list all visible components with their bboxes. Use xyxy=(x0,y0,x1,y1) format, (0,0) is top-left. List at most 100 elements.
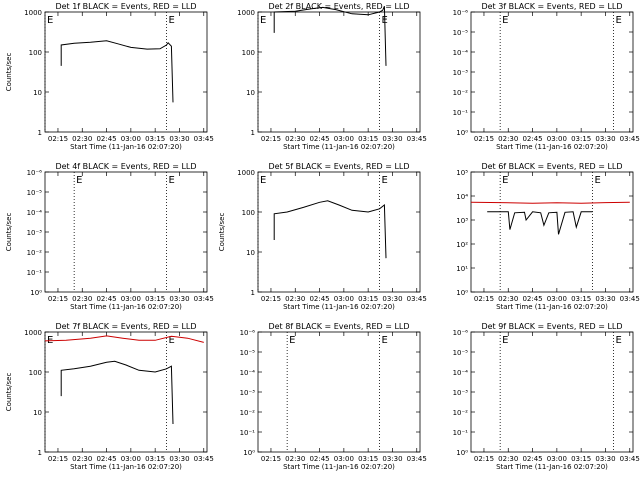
event-marker-label: E xyxy=(382,175,388,186)
x-tick-label: 03:15 xyxy=(358,455,378,463)
x-tick-label: 02:15 xyxy=(48,135,68,143)
y-tick-label: 10² xyxy=(456,241,468,249)
x-tick-label: 03:30 xyxy=(595,455,615,463)
detector-panel: Det 5f BLACK = Events, RED = LLD 1 10 100 10… xyxy=(218,162,427,311)
plot-frame xyxy=(257,11,421,133)
detector-panel: Det 6f BLACK = Events, RED = LLD 10⁰ 10¹ 10… xyxy=(456,162,640,311)
chart-title: Det 5f BLACK = Events, RED = LLD xyxy=(268,162,409,171)
lld-series-line xyxy=(44,335,204,343)
y-tick-label: 1000 xyxy=(24,329,42,337)
detector-panel: Det 1f BLACK = Events, RED = LLD 1 10 100 10… xyxy=(5,2,214,151)
y-tick-label: 10⁻⁴ xyxy=(27,209,43,217)
y-tick-label: 100 xyxy=(29,49,42,57)
plot-frame xyxy=(44,11,208,133)
x-axis-label: Start Time (11-Jan-16 02:07:20) xyxy=(283,143,395,151)
detector-panel: Det 4f BLACK = Events, RED = LLD 10⁰ 10⁻¹ 1… xyxy=(5,162,214,311)
event-marker-label: E xyxy=(289,335,295,346)
x-tick-label: 03:45 xyxy=(620,455,640,463)
x-tick-label: 02:45 xyxy=(309,455,329,463)
events-series-line xyxy=(273,6,387,66)
x-tick-label: 03:45 xyxy=(194,135,214,143)
event-marker-label: E xyxy=(47,15,53,26)
x-tick-label: 03:15 xyxy=(571,455,591,463)
x-tick-label: 02:30 xyxy=(72,295,92,303)
x-tick-label: 02:30 xyxy=(72,135,92,143)
x-axis-label: Start Time (11-Jan-16 02:07:20) xyxy=(496,303,608,311)
x-tick-label: 02:30 xyxy=(498,135,518,143)
chart-title: Det 9f BLACK = Events, RED = LLD xyxy=(481,322,622,331)
event-marker-label: E xyxy=(382,335,388,346)
x-axis-label: Start Time (11-Jan-16 02:07:20) xyxy=(283,303,395,311)
x-tick-label: 02:45 xyxy=(309,295,329,303)
x-tick-label: 02:45 xyxy=(96,455,116,463)
x-tick-label: 02:45 xyxy=(96,295,116,303)
x-tick-label: 03:30 xyxy=(382,135,402,143)
x-tick-label: 03:15 xyxy=(145,455,165,463)
x-tick-label: 03:00 xyxy=(121,455,141,463)
x-tick-label: 02:30 xyxy=(285,135,305,143)
y-tick-label: 10⁻³ xyxy=(27,229,43,237)
x-tick-label: 03:30 xyxy=(595,295,615,303)
x-tick-label: 03:15 xyxy=(571,135,591,143)
x-tick-label: 03:45 xyxy=(194,295,214,303)
y-tick-label: 10⁻² xyxy=(27,249,43,257)
y-tick-label: 10⁻³ xyxy=(240,389,256,397)
y-axis-label: Counts/sec xyxy=(5,213,13,252)
y-axis-label: Counts/sec xyxy=(5,373,13,412)
chart-title: Det 4f BLACK = Events, RED = LLD xyxy=(55,162,196,171)
plot-frame xyxy=(470,171,634,293)
y-tick-label: 10⁻⁴ xyxy=(453,369,469,377)
y-tick-label: 10⁻⁶ xyxy=(453,329,469,337)
detector-panel: Det 2f BLACK = Events, RED = LLD 1 10 100 10… xyxy=(237,2,427,151)
x-tick-label: 02:30 xyxy=(285,295,305,303)
event-marker-label: E xyxy=(616,15,622,26)
plot-frame xyxy=(257,171,421,293)
x-tick-label: 03:00 xyxy=(547,455,567,463)
y-tick-label: 10⁻⁶ xyxy=(27,169,43,177)
x-tick-label: 02:15 xyxy=(48,455,68,463)
x-tick-label: 03:45 xyxy=(194,455,214,463)
y-tick-label: 10⁻⁵ xyxy=(240,349,256,357)
x-tick-label: 02:30 xyxy=(498,295,518,303)
detector-panel: Det 3f BLACK = Events, RED = LLD 10⁰ 10⁻¹ 1… xyxy=(453,2,640,151)
event-marker-label: E xyxy=(260,15,266,26)
event-marker-label: E xyxy=(260,175,266,186)
y-tick-label: 1 xyxy=(251,129,255,137)
y-tick-label: 10⁰ xyxy=(456,289,468,297)
x-tick-label: 03:00 xyxy=(547,135,567,143)
x-tick-label: 03:30 xyxy=(595,135,615,143)
x-tick-label: 03:15 xyxy=(358,295,378,303)
x-tick-label: 02:15 xyxy=(261,295,281,303)
x-tick-label: 03:30 xyxy=(382,455,402,463)
y-tick-label: 10 xyxy=(246,249,255,257)
y-tick-label: 10⁻¹ xyxy=(27,269,43,277)
y-tick-label: 10⁻⁵ xyxy=(453,29,469,37)
chart-title: Det 1f BLACK = Events, RED = LLD xyxy=(55,2,196,11)
event-marker-label: E xyxy=(616,335,622,346)
y-tick-label: 10⁴ xyxy=(456,193,468,201)
plot-frame xyxy=(257,331,421,453)
y-tick-label: 100 xyxy=(242,49,255,57)
event-marker-label: E xyxy=(595,175,601,186)
x-tick-label: 02:45 xyxy=(522,455,542,463)
x-tick-label: 02:15 xyxy=(261,455,281,463)
y-tick-label: 10⁻³ xyxy=(453,389,469,397)
y-tick-label: 1000 xyxy=(24,9,42,17)
y-tick-label: 100 xyxy=(29,369,42,377)
event-marker-label: E xyxy=(76,175,82,186)
x-tick-label: 03:45 xyxy=(407,455,427,463)
x-tick-label: 02:45 xyxy=(96,135,116,143)
chart-title: Det 3f BLACK = Events, RED = LLD xyxy=(481,2,622,11)
x-axis-label: Start Time (11-Jan-16 02:07:20) xyxy=(70,463,182,471)
x-tick-label: 02:30 xyxy=(285,455,305,463)
y-tick-label: 10 xyxy=(246,89,255,97)
plot-frame xyxy=(470,331,634,453)
y-tick-label: 10⁻¹ xyxy=(453,429,469,437)
y-tick-label: 1 xyxy=(38,449,42,457)
y-tick-label: 10⁻³ xyxy=(453,69,469,77)
y-tick-label: 10⁻⁵ xyxy=(27,189,43,197)
y-tick-label: 10⁻² xyxy=(453,89,469,97)
detector-panel: Det 7f BLACK = Events, RED = LLD 1 10 100 10… xyxy=(5,322,214,471)
event-marker-label: E xyxy=(169,175,175,186)
